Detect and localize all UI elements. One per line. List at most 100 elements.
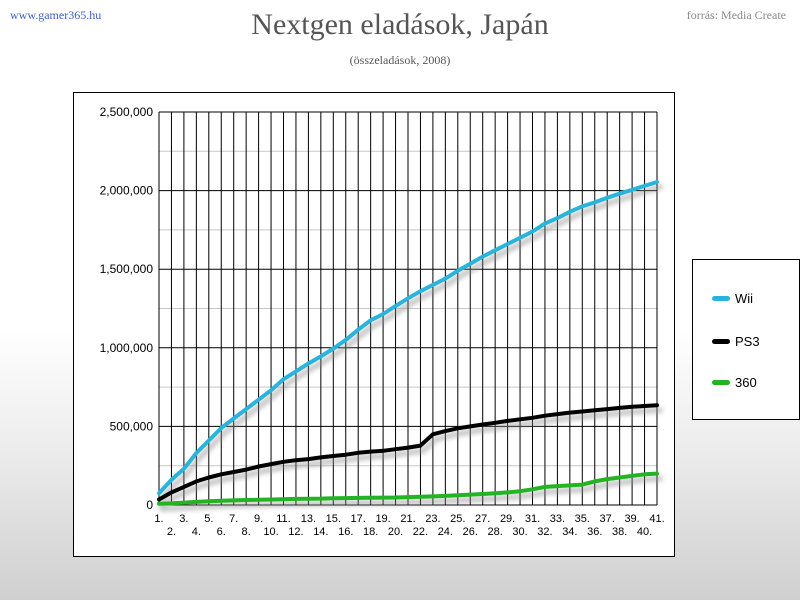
x-tick-label: 3. bbox=[179, 513, 188, 525]
x-tick-label: 37. bbox=[600, 513, 615, 525]
data-point bbox=[494, 249, 496, 252]
data-point bbox=[593, 201, 596, 204]
data-point bbox=[220, 473, 223, 476]
data-point bbox=[469, 425, 472, 428]
y-tick-label: 1,500,000 bbox=[100, 262, 154, 276]
data-point bbox=[220, 499, 223, 502]
x-tick-label: 30. bbox=[512, 526, 527, 538]
x-tick-label: 2. bbox=[167, 526, 176, 538]
data-point bbox=[419, 444, 422, 447]
data-point bbox=[606, 408, 608, 410]
x-tick-label: 41. bbox=[649, 513, 664, 525]
data-point bbox=[257, 465, 260, 468]
chart-area: 0 500,000 1,000,000 1,500,000 2,000,000 2,500… bbox=[73, 92, 675, 557]
data-point bbox=[544, 486, 546, 488]
data-point bbox=[158, 502, 160, 505]
site-url[interactable]: www.gamer365.hu bbox=[10, 8, 102, 22]
data-point bbox=[245, 468, 247, 471]
data-point bbox=[320, 355, 322, 358]
data-point bbox=[444, 430, 447, 432]
data-point bbox=[432, 495, 434, 498]
x-tick-label: 14. bbox=[313, 526, 328, 538]
data-point bbox=[382, 313, 384, 315]
data-point bbox=[369, 319, 372, 322]
data-point bbox=[307, 497, 310, 500]
data-point bbox=[544, 414, 546, 417]
series-shadow bbox=[159, 407, 663, 508]
x-tick-label: 40. bbox=[637, 526, 652, 538]
data-point bbox=[531, 416, 534, 419]
data-point bbox=[195, 480, 198, 483]
x-tick-label: 38. bbox=[612, 526, 627, 538]
legend-item-360: 360 bbox=[712, 374, 757, 390]
data-point bbox=[519, 236, 521, 239]
data-point bbox=[656, 472, 658, 475]
data-point bbox=[531, 230, 534, 233]
data-point bbox=[257, 398, 260, 401]
y-tick-label: 2,000,000 bbox=[100, 184, 154, 198]
data-point bbox=[158, 498, 160, 501]
legend-label-ps3: PS3 bbox=[735, 333, 760, 349]
x-tick-label: 29. bbox=[500, 513, 515, 525]
data-point bbox=[569, 484, 571, 487]
x-tick-label: 36. bbox=[587, 526, 602, 538]
x-tick-label: 6. bbox=[217, 526, 226, 538]
data-point bbox=[332, 347, 335, 350]
data-point bbox=[581, 410, 584, 413]
data-point bbox=[432, 433, 434, 436]
data-point bbox=[407, 297, 409, 300]
data-point bbox=[643, 185, 646, 187]
data-point bbox=[394, 496, 397, 499]
x-tick-label: 11. bbox=[276, 513, 290, 525]
data-point bbox=[457, 494, 459, 497]
data-point bbox=[394, 448, 397, 450]
data-point bbox=[170, 491, 173, 494]
data-point bbox=[208, 439, 210, 442]
data-point bbox=[432, 284, 434, 286]
data-point bbox=[407, 446, 409, 449]
data-point bbox=[344, 339, 347, 341]
data-point bbox=[519, 418, 521, 421]
data-point bbox=[382, 449, 384, 452]
data-point bbox=[394, 305, 397, 307]
x-tick-label: 32. bbox=[537, 526, 552, 538]
data-point bbox=[494, 492, 496, 495]
x-tick-label: 35. bbox=[575, 513, 590, 525]
data-point bbox=[357, 497, 360, 499]
line-chart: 0 500,000 1,000,000 1,500,000 2,000,000 2,500… bbox=[100, 105, 665, 538]
data-point bbox=[506, 243, 509, 245]
x-tick-label: 15. bbox=[326, 513, 341, 525]
data-point bbox=[457, 269, 459, 272]
x-tick-label: 12. bbox=[288, 526, 303, 538]
data-point bbox=[569, 211, 571, 213]
x-tick-label: 13. bbox=[301, 513, 316, 525]
series-shadow bbox=[159, 475, 663, 512]
data-point bbox=[344, 497, 347, 499]
data-point bbox=[220, 427, 223, 429]
x-tick-label: 5. bbox=[204, 513, 213, 525]
legend-swatch-wii bbox=[712, 295, 730, 301]
data-point bbox=[481, 255, 484, 258]
data-point bbox=[245, 408, 247, 410]
data-point bbox=[245, 499, 247, 501]
data-point bbox=[344, 453, 347, 456]
data-point bbox=[282, 498, 285, 500]
data-point bbox=[469, 493, 472, 496]
x-tick-label: 33. bbox=[550, 513, 565, 525]
x-tick-label: 1. bbox=[154, 513, 163, 525]
data-point bbox=[208, 500, 210, 503]
source-credit: forrás: Media Create bbox=[686, 8, 786, 22]
data-point bbox=[656, 181, 658, 183]
chart-subtitle: (összeladások, 2008) bbox=[349, 53, 451, 67]
x-tick-label: 22. bbox=[413, 526, 428, 538]
data-point bbox=[643, 473, 646, 476]
data-point bbox=[183, 501, 185, 504]
x-tick-label: 18. bbox=[363, 526, 378, 538]
chart-legend: Wii PS3 360 bbox=[692, 259, 800, 420]
data-point bbox=[195, 501, 198, 503]
legend-swatch-ps3 bbox=[712, 338, 730, 344]
y-tick-label: 2,500,000 bbox=[100, 105, 154, 119]
data-point bbox=[170, 479, 173, 481]
data-point bbox=[320, 497, 322, 500]
data-point bbox=[618, 476, 621, 479]
